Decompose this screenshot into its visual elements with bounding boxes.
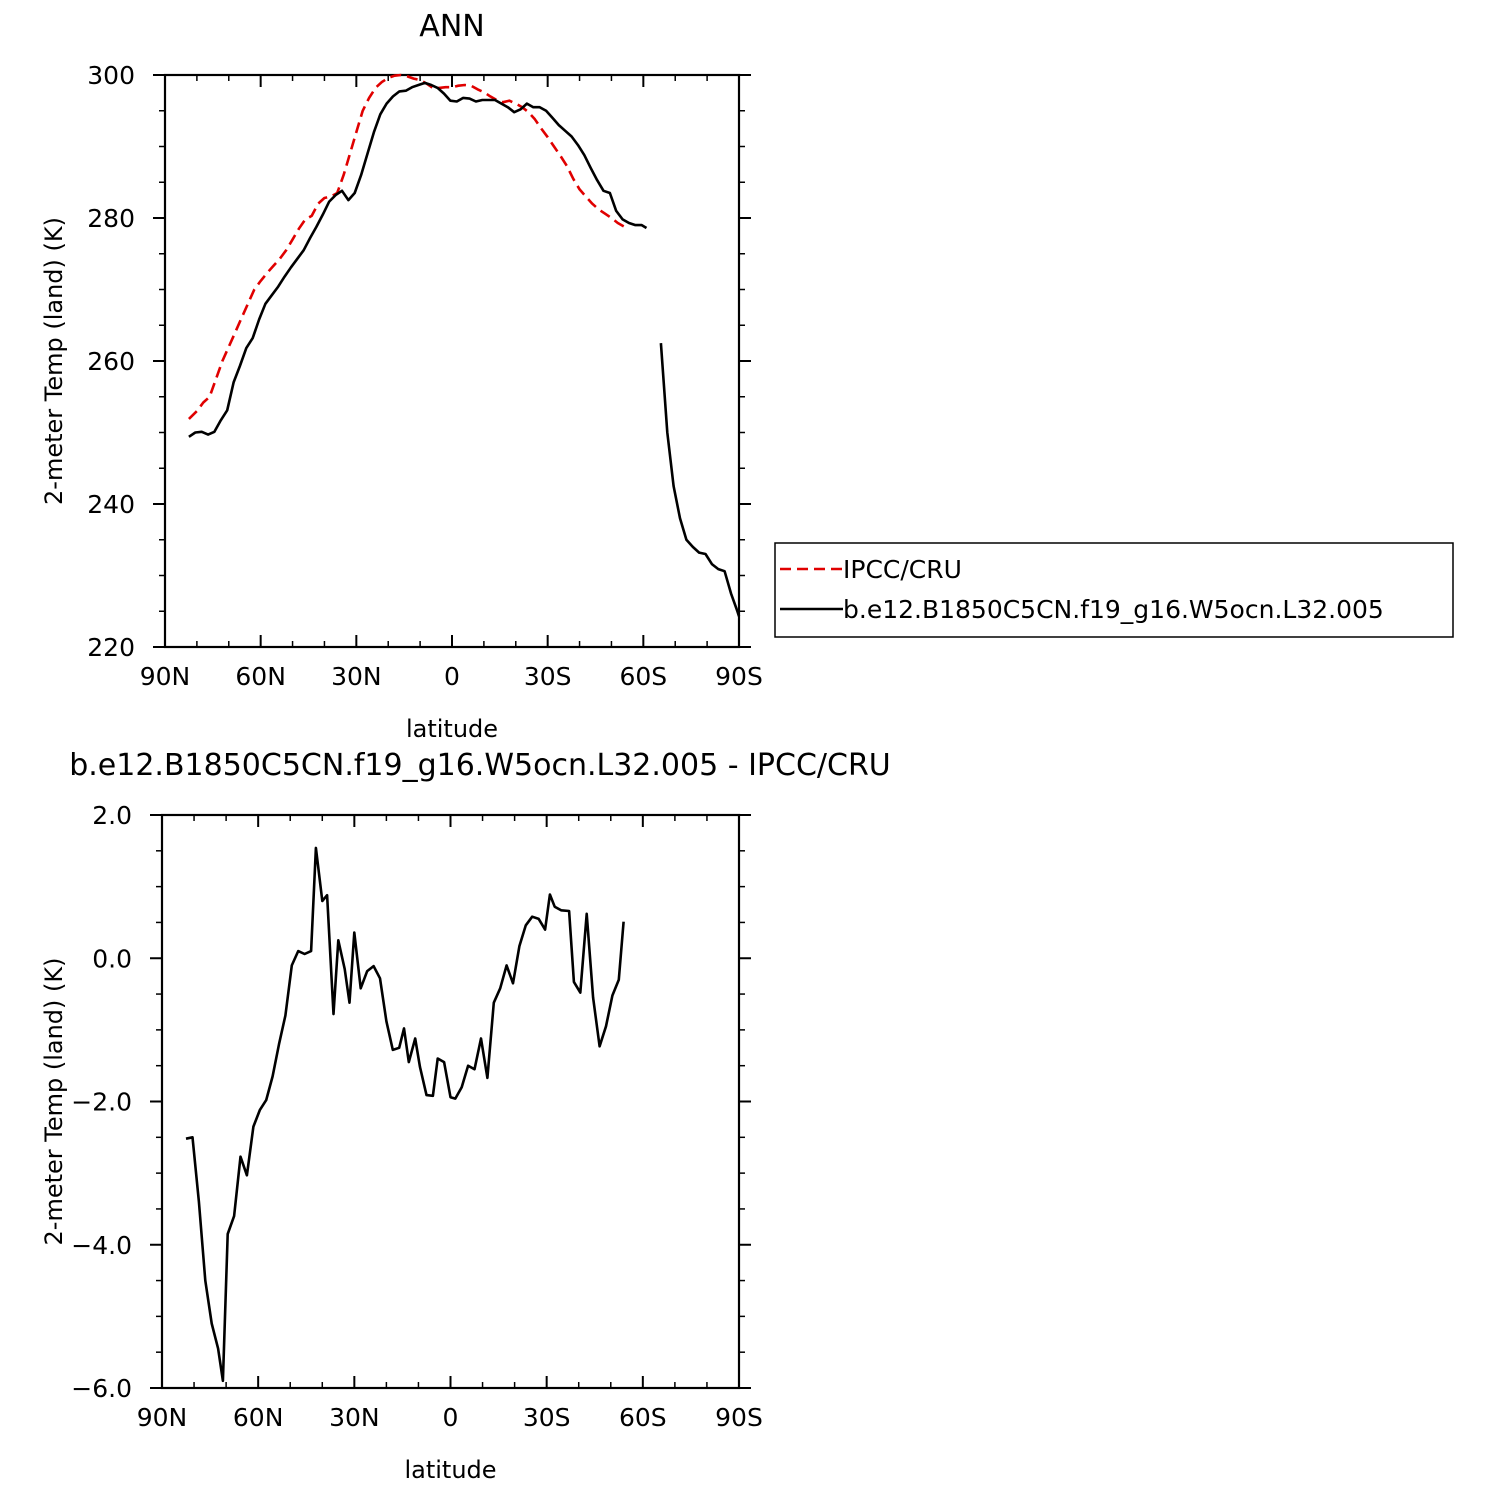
- y-axis-title: 2-meter Temp (land) (K): [40, 958, 68, 1246]
- plot-title: b.e12.B1850C5CN.f19_g16.W5ocn.L32.005 - …: [69, 748, 891, 783]
- top-panel-latitude-temperature: 90N 60N 30N 0 30S 60S 90S 220 240 260 280 300 latitu…: [40, 9, 763, 743]
- x-tick-label: 60S: [619, 662, 667, 691]
- plot-frame: [163, 73, 741, 649]
- x-tick-label: 0: [443, 1403, 459, 1432]
- series-line-1-segment-1: [659, 343, 741, 617]
- x-tick-label: 90S: [715, 1403, 763, 1432]
- y-tick-label: −2.0: [71, 1088, 132, 1117]
- x-tick-label: 60N: [233, 1403, 284, 1432]
- x-tick-label: 90N: [137, 1403, 188, 1432]
- y-tick-label: 260: [87, 347, 135, 376]
- y-tick-label: −6.0: [71, 1374, 132, 1403]
- x-tick-label: 30N: [329, 1403, 380, 1432]
- series-line-1-segment-0: [188, 81, 648, 438]
- legend: IPCC/CRU b.e12.B1850C5CN.f19_g16.W5ocn.L3…: [774, 542, 1454, 638]
- x-tick-label: 30S: [523, 1403, 571, 1432]
- x-tick-label: 0: [444, 662, 460, 691]
- y-tick-label: 220: [87, 633, 135, 662]
- x-tick-label: 30S: [524, 662, 572, 691]
- x-tick-label: 60N: [235, 662, 286, 691]
- x-tick-label: 90N: [140, 662, 191, 691]
- x-tick-label: 60S: [619, 1403, 667, 1432]
- y-tick-label: 0.0: [92, 944, 132, 973]
- legend-label-1: b.e12.B1850C5CN.f19_g16.W5ocn.L32.005: [843, 595, 1384, 624]
- plot-frame: [160, 813, 741, 1390]
- series-line-0-segment-0: [185, 846, 625, 1383]
- x-axis-title: latitude: [406, 715, 498, 743]
- y-tick-label: 300: [87, 61, 135, 90]
- y-tick-label: 240: [87, 490, 135, 519]
- x-axis-title: latitude: [404, 1456, 496, 1484]
- bottom-panel-temperature-difference: 90N 60N 30N 0 30S 60S 90S −6.0 −4.0 −2.0 0.0 2.0 lat…: [40, 748, 891, 1484]
- x-tick-label: 30N: [331, 662, 382, 691]
- plot-title: ANN: [419, 9, 484, 44]
- y-tick-label: −4.0: [71, 1231, 132, 1260]
- y-tick-label: 2.0: [92, 801, 132, 830]
- series-line-0-segment-0: [187, 73, 625, 420]
- legend-box: [774, 542, 1454, 638]
- x-tick-label: 90S: [715, 662, 763, 691]
- y-tick-label: 280: [87, 204, 135, 233]
- legend-label-0: IPCC/CRU: [843, 555, 962, 584]
- y-axis-title: 2-meter Temp (land) (K): [40, 217, 68, 505]
